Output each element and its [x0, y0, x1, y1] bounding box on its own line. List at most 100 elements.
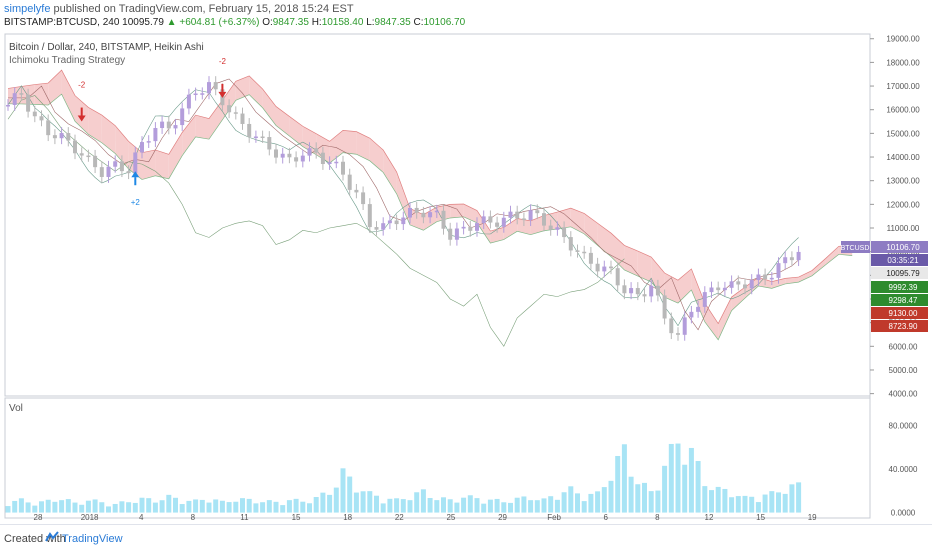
symbol-info: BITSTAMP:BTCUSD, 240 10095.79 — [4, 17, 164, 28]
cloud-segment — [718, 297, 732, 340]
candle-body — [428, 212, 433, 218]
candle-body — [515, 211, 520, 219]
volume-bar — [474, 498, 480, 513]
candle-body — [676, 333, 680, 335]
tradingview-logo-icon — [45, 531, 59, 542]
cloud-edge-b — [7, 93, 853, 341]
candle-body — [528, 210, 533, 221]
cloud-segment — [262, 89, 276, 126]
author-link[interactable]: simpelyfe — [4, 3, 51, 15]
volume-tick-label: 80.0000 — [889, 422, 918, 431]
cloud-segment — [276, 106, 290, 137]
candle-body — [126, 171, 131, 174]
candle-body — [46, 120, 51, 136]
volume-bar — [112, 503, 118, 513]
candle-body — [106, 166, 111, 177]
volume-bar — [367, 491, 373, 513]
cloud-segment — [812, 258, 826, 276]
volume-bar — [59, 500, 65, 513]
volume-bar — [199, 499, 205, 513]
candle-body — [341, 161, 345, 175]
volume-bar — [467, 495, 473, 513]
candle-body — [240, 113, 245, 124]
candle-body — [314, 148, 319, 153]
candle-body — [716, 287, 721, 291]
candle-body — [334, 161, 339, 164]
level-tag: 9298.47 — [889, 296, 918, 305]
candle-body — [448, 228, 453, 240]
countdown-tag-bg — [871, 254, 928, 266]
last-price-tag-bg — [871, 241, 928, 253]
buy-arrow-icon — [131, 171, 140, 178]
volume-bar — [601, 487, 607, 513]
volume-bar — [293, 498, 299, 513]
volume-bar — [233, 501, 239, 513]
cloud-segment — [704, 303, 719, 340]
volume-bar — [494, 498, 500, 513]
volume-bar — [45, 499, 51, 513]
price-tick-label: 17000.00 — [886, 82, 920, 91]
candle-body — [434, 210, 439, 213]
cloud-segment — [584, 213, 598, 246]
time-tick-label: 15 — [292, 513, 301, 522]
candle-body — [66, 133, 71, 141]
volume-bar — [333, 487, 339, 513]
symbol-tag: BTCUSD — [841, 245, 870, 252]
cloud-segment — [490, 227, 504, 244]
cloud-segment — [182, 115, 196, 156]
volume-bar — [608, 480, 614, 513]
candle-body — [682, 317, 687, 335]
candle-body — [475, 223, 479, 231]
volume-bar — [769, 491, 775, 513]
volume-bar — [688, 447, 694, 513]
volume-bar — [568, 486, 574, 513]
volume-bar — [662, 465, 668, 513]
volume-bar — [749, 496, 755, 513]
footer: Created with TradingView — [0, 524, 932, 551]
candle-body — [501, 217, 506, 227]
candle-body — [166, 121, 171, 129]
cloud-segment — [101, 115, 116, 154]
candle-body — [160, 121, 165, 129]
volume-bar — [85, 500, 91, 513]
candle-body — [387, 220, 392, 224]
ohlc-close: 10106.70 — [423, 17, 466, 28]
volume-bar — [588, 493, 594, 513]
candle-body — [260, 136, 265, 139]
volume-bar — [508, 502, 513, 513]
cloud-segment — [249, 75, 263, 108]
tradingview-brand[interactable]: TradingView — [62, 533, 123, 545]
candle-body — [521, 218, 526, 221]
volume-bar — [260, 502, 266, 513]
cloud-segment — [825, 246, 839, 265]
level-tag-bg — [871, 320, 928, 332]
volume-bar — [789, 484, 795, 513]
level-tag: 9130.00 — [889, 309, 918, 318]
candle-body — [749, 280, 754, 289]
sell-arrow-icon — [77, 115, 86, 122]
volume-bar — [146, 498, 152, 513]
cloud-segment — [356, 131, 370, 161]
ohlc-low: 9847.35 — [374, 17, 411, 28]
cloud-segment — [195, 115, 209, 140]
candle-body — [542, 213, 546, 226]
volume-bar — [461, 497, 467, 513]
volume-bar — [12, 500, 18, 513]
volume-bar — [307, 503, 312, 513]
candle-body — [548, 225, 553, 230]
candle-body — [59, 133, 64, 139]
volume-bar — [782, 493, 788, 513]
volume-bar — [521, 496, 527, 513]
cloud-segment — [168, 132, 183, 179]
volume-bar — [400, 499, 406, 513]
price-axis: 19000.00 18000.00 17000.00 16000.00 15000.00… — [870, 35, 920, 399]
price-chart[interactable]: Bitcoin / Dollar, 240, BITSTAMP, Heikin … — [0, 32, 932, 524]
candle-body — [568, 237, 573, 251]
candle-body — [6, 104, 10, 107]
cloud-segment — [691, 268, 705, 322]
candle-body — [722, 287, 727, 291]
volume-bar — [434, 500, 440, 513]
candle-body — [454, 228, 459, 240]
candle-body — [227, 105, 232, 113]
signals: -2 -2 +2 — [77, 57, 227, 207]
